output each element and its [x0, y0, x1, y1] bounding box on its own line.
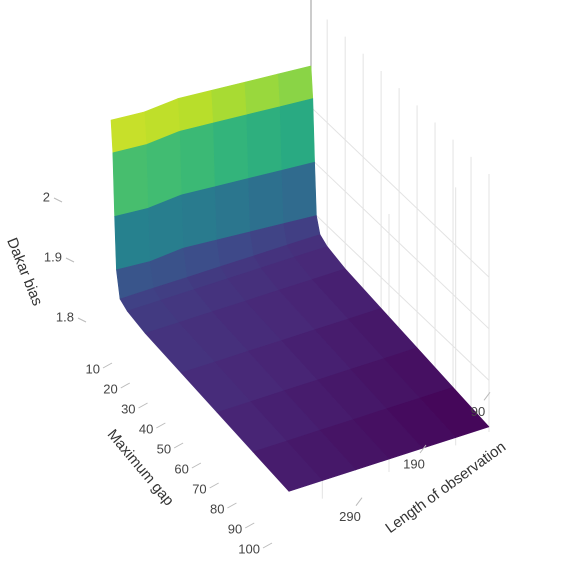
x-tick-label: 100	[238, 541, 260, 556]
z-tick-label: 2	[43, 189, 50, 204]
x-tick	[244, 522, 255, 529]
y-tick	[419, 444, 427, 454]
x-tick	[191, 462, 202, 469]
grid-line	[310, 210, 490, 381]
x-tick-label: 70	[192, 481, 206, 496]
surface-patch	[112, 144, 149, 217]
z-tick	[65, 257, 75, 263]
y-tick-label: 90	[471, 404, 485, 419]
surface	[110, 65, 490, 492]
surface-patch	[245, 106, 282, 179]
surface-patch	[179, 122, 215, 196]
y-tick	[355, 497, 363, 506]
x-tick-label: 60	[174, 461, 188, 476]
x-tick-label: 80	[210, 501, 224, 516]
z-tick	[53, 197, 63, 203]
x-tick	[156, 422, 166, 429]
x-tick-label: 40	[139, 421, 153, 436]
x-tick-label: 10	[86, 361, 100, 376]
x-tick	[120, 382, 131, 389]
grid-line	[310, 158, 490, 330]
surface-patch	[280, 161, 317, 224]
z-tick-label: 1.8	[56, 309, 74, 324]
y-tick-label: 290	[339, 509, 361, 524]
surface-patch	[181, 186, 217, 249]
x-tick	[102, 362, 113, 369]
grid	[310, 0, 490, 499]
x-tick	[173, 442, 184, 449]
surface-patch	[212, 114, 249, 188]
y-tick-label: 190	[403, 456, 425, 471]
z-tick-label: 1.9	[44, 249, 62, 264]
z-tick	[77, 317, 87, 323]
x-tick-label: 20	[103, 381, 117, 396]
surface-patch	[252, 440, 323, 492]
x-tick-label: 30	[121, 401, 135, 416]
x-tick	[227, 502, 237, 509]
surface-patch	[114, 208, 150, 271]
x-tick-label: 90	[228, 521, 242, 536]
surface-patch	[214, 178, 250, 241]
surface-patch	[279, 98, 315, 171]
x-tick-label: 50	[157, 441, 171, 456]
y-tick	[483, 392, 491, 401]
x-tick	[138, 402, 148, 409]
grid-line	[310, 106, 490, 278]
surface-patch	[247, 170, 284, 233]
x-tick	[209, 482, 219, 489]
x-tick	[262, 542, 273, 549]
